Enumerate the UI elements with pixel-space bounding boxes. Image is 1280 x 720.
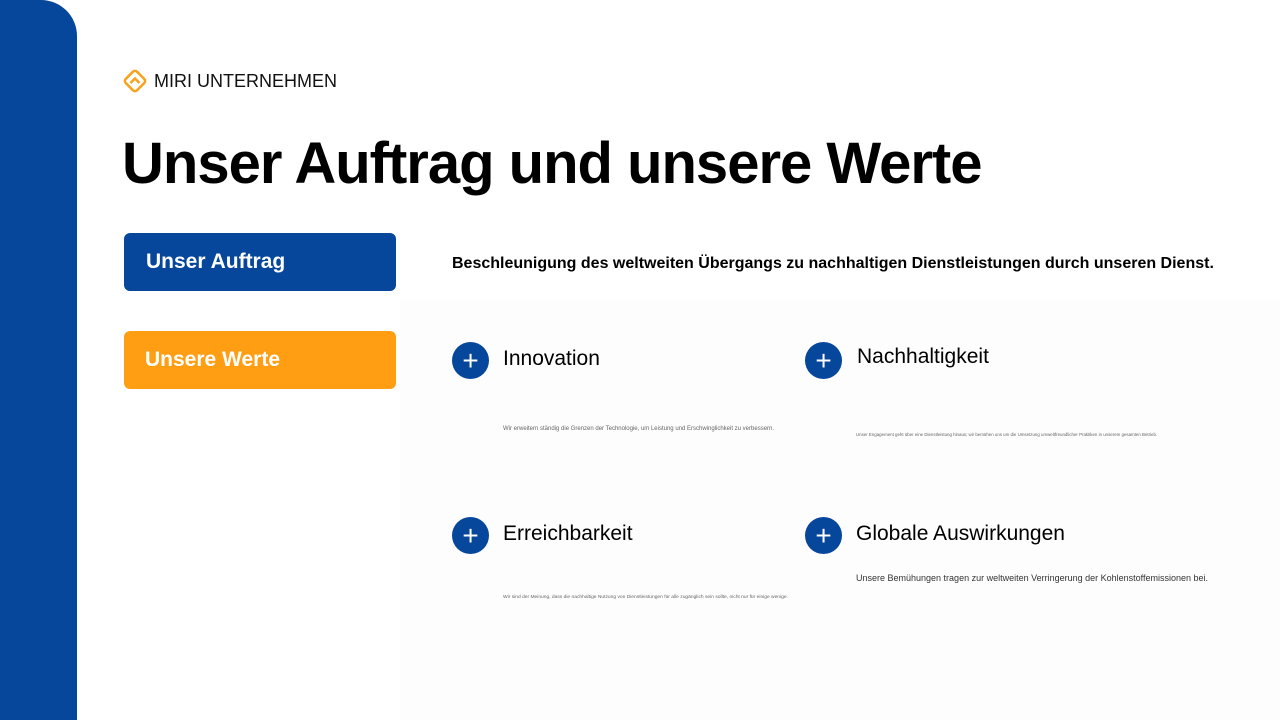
logo-icon bbox=[123, 69, 147, 93]
content-background bbox=[400, 300, 1280, 720]
page-title: Unser Auftrag und unsere Werte bbox=[122, 131, 982, 196]
value-title: Innovation bbox=[503, 347, 600, 370]
mission-statement: Beschleunigung des weltweiten Übergangs … bbox=[452, 255, 1214, 272]
value-description: Unser Engagement geht über eine Dienstle… bbox=[856, 432, 1158, 437]
plus-icon[interactable]: + bbox=[805, 517, 842, 554]
value-title: Globale Auswirkungen bbox=[856, 522, 1065, 545]
brand-logo: MIRI UNTERNEHMEN bbox=[122, 68, 337, 94]
value-description: Wir erweitern ständig die Grenzen der Te… bbox=[503, 426, 775, 432]
value-description: Wir sind der Meinung, dass die nachhalti… bbox=[503, 595, 788, 600]
value-title: Nachhaltigkeit bbox=[857, 345, 989, 368]
plus-icon[interactable]: + bbox=[452, 517, 489, 554]
values-button[interactable]: Unsere Werte bbox=[124, 331, 396, 389]
value-description: Unsere Bemühungen tragen zur weltweiten … bbox=[856, 573, 1209, 583]
sidebar-accent bbox=[0, 0, 77, 720]
brand-name: MIRI UNTERNEHMEN bbox=[154, 70, 337, 91]
mission-button[interactable]: Unser Auftrag bbox=[124, 233, 396, 291]
plus-icon[interactable]: + bbox=[452, 342, 489, 379]
plus-icon[interactable]: + bbox=[805, 342, 842, 379]
value-title: Erreichbarkeit bbox=[503, 522, 633, 545]
